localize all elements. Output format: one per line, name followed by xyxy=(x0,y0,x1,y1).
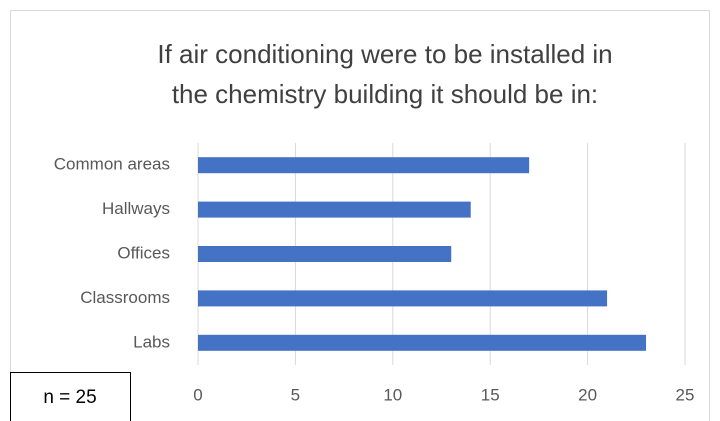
bar xyxy=(198,201,471,218)
chart-title: the chemistry building it should be in: xyxy=(172,79,598,109)
bar xyxy=(198,157,530,174)
bar xyxy=(198,290,608,307)
chart-title: If air conditioning were to be installed… xyxy=(157,39,612,69)
y-tick-label: Common areas xyxy=(54,155,170,174)
x-tick-label: 15 xyxy=(481,385,500,404)
y-tick-label: Labs xyxy=(133,332,170,351)
y-tick-label: Offices xyxy=(117,243,170,262)
annotation: n = 25 xyxy=(43,387,96,408)
y-tick-label: Classrooms xyxy=(80,288,170,307)
bar xyxy=(198,246,452,262)
x-tick-label: 25 xyxy=(676,385,695,404)
x-tick-label: 5 xyxy=(291,385,300,404)
x-tick-label: 0 xyxy=(193,385,202,404)
x-tick-label: 10 xyxy=(383,385,402,404)
bar xyxy=(198,334,647,351)
annotation-box xyxy=(10,372,131,421)
x-tick-label: 20 xyxy=(578,385,597,404)
y-tick-label: Hallways xyxy=(102,199,170,218)
